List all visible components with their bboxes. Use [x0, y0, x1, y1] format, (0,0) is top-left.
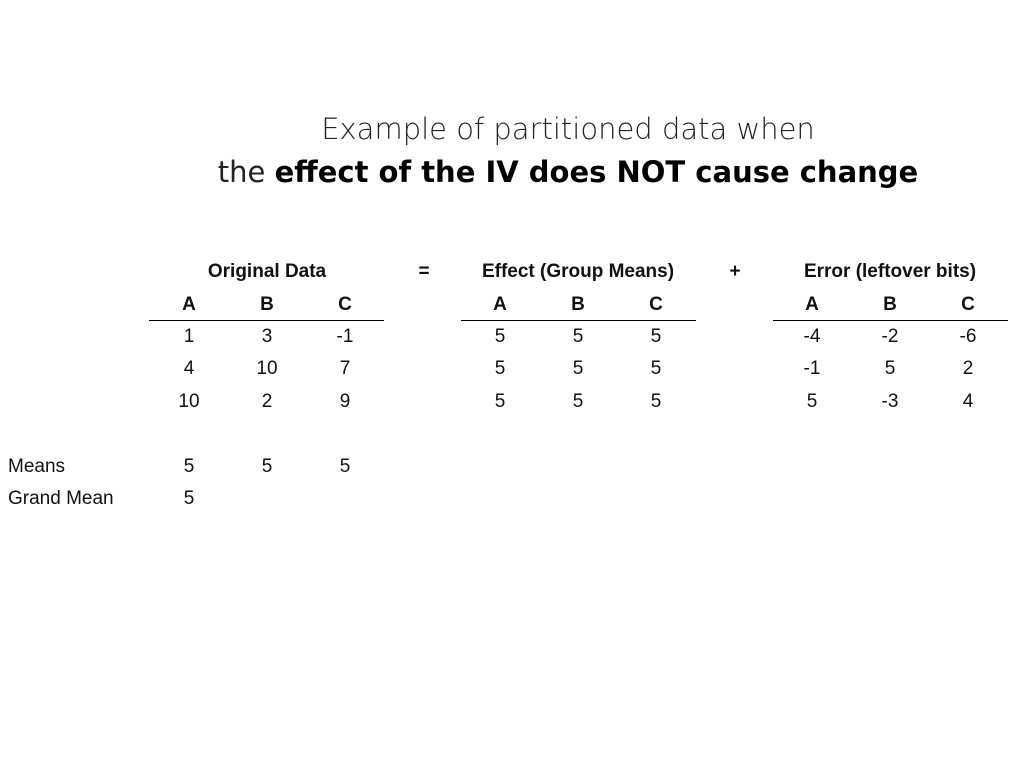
error-cell: -3: [881, 391, 899, 412]
error-cell: 5: [884, 358, 896, 379]
effect-cell: 5: [572, 391, 584, 412]
grand-mean-label: Grand Mean: [8, 488, 114, 509]
error-cell: -1: [803, 358, 821, 379]
means-label: Means: [8, 456, 66, 477]
effect-col-c: C: [649, 294, 663, 315]
original-cell: 4: [183, 358, 195, 379]
original-cell: -1: [336, 326, 354, 347]
effect-cell: 5: [650, 326, 662, 347]
slide-title-line-2: the effect of the IV does NOT cause chan…: [0, 151, 1024, 193]
error-cell: -4: [803, 326, 821, 347]
effect-col-a: A: [493, 294, 507, 315]
error-cell: 5: [806, 391, 818, 412]
effect-col-b: B: [571, 294, 585, 315]
slide-title-line-1: Example of partitioned data when: [321, 112, 815, 146]
effect-cell: 5: [650, 358, 662, 379]
effect-cell: 5: [494, 391, 506, 412]
effect-header-rule: [461, 320, 696, 321]
original-col-c: C: [338, 294, 352, 315]
original-data-title: Original Data: [207, 261, 327, 282]
equals-operator: =: [418, 261, 430, 282]
error-col-c: C: [961, 294, 975, 315]
effect-cell: 5: [650, 391, 662, 412]
original-cell: 2: [261, 391, 273, 412]
original-cell: 9: [339, 391, 351, 412]
original-col-a: A: [182, 294, 196, 315]
effect-cell: 5: [494, 358, 506, 379]
error-cell: 4: [962, 391, 974, 412]
error-cell: -6: [959, 326, 977, 347]
original-cell: 10: [178, 391, 200, 412]
error-col-a: A: [805, 294, 819, 315]
grand-mean-value: 5: [183, 488, 195, 509]
original-mean: 5: [183, 456, 195, 477]
title-bold-text: effect of the IV does NOT cause change: [274, 155, 919, 189]
original-mean: 5: [339, 456, 351, 477]
effect-title: Effect (Group Means): [481, 261, 675, 282]
original-header-rule: [149, 320, 384, 321]
title-prefix: the: [217, 155, 266, 189]
error-cell: 2: [962, 358, 974, 379]
original-col-b: B: [260, 294, 274, 315]
original-cell: 3: [261, 326, 273, 347]
error-header-rule: [773, 320, 1008, 321]
plus-operator: +: [729, 261, 741, 282]
error-cell: -2: [881, 326, 899, 347]
original-cell: 10: [256, 358, 278, 379]
error-col-b: B: [883, 294, 897, 315]
effect-cell: 5: [572, 358, 584, 379]
original-mean: 5: [261, 456, 273, 477]
effect-cell: 5: [572, 326, 584, 347]
effect-cell: 5: [494, 326, 506, 347]
original-cell: 7: [339, 358, 351, 379]
original-cell: 1: [183, 326, 195, 347]
error-title: Error (leftover bits): [803, 261, 977, 282]
